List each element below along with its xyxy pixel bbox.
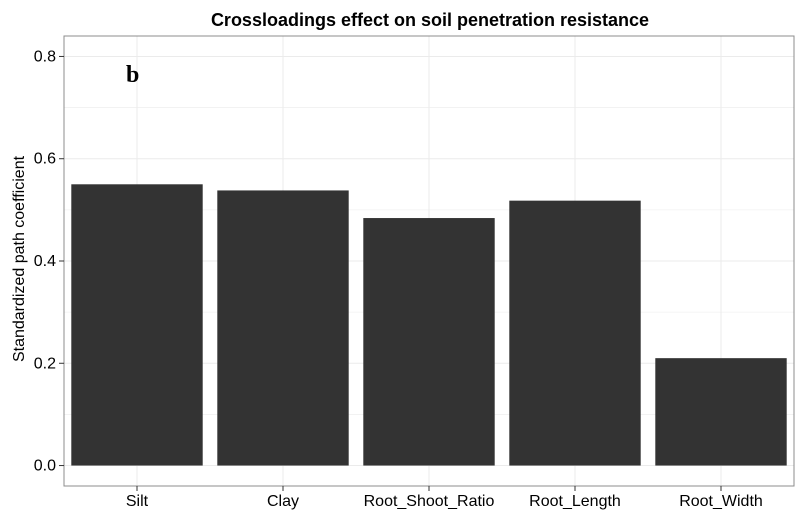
bar-root-shoot-ratio bbox=[363, 218, 495, 466]
y-axis-ticks: 0.0 0.2 0.4 0.6 0.8 bbox=[34, 48, 64, 475]
panel-label: b bbox=[126, 62, 139, 88]
x-tick-label: Root_Shoot_Ratio bbox=[364, 493, 495, 510]
y-tick-label: 0.2 bbox=[34, 355, 56, 372]
bar-root-width bbox=[655, 358, 787, 466]
y-axis-title: Standardized path coefficient bbox=[11, 155, 28, 362]
y-tick-label: 0.0 bbox=[34, 458, 56, 475]
y-tick-label: 0.8 bbox=[34, 48, 56, 65]
x-tick-label: Clay bbox=[267, 493, 299, 510]
y-tick-label: 0.4 bbox=[34, 253, 56, 270]
bar-clay bbox=[217, 190, 349, 466]
bar-root-length bbox=[509, 200, 641, 466]
bars bbox=[71, 184, 787, 466]
bar-silt bbox=[71, 184, 203, 466]
x-axis-ticks: Silt Clay Root_Shoot_Ratio Root_Length Root_… bbox=[126, 486, 763, 510]
x-tick-label: Silt bbox=[126, 493, 149, 510]
x-tick-label: Root_Width bbox=[679, 493, 763, 510]
y-tick-label: 0.6 bbox=[34, 151, 56, 168]
chart-title: Crossloadings effect on soil penetration… bbox=[211, 10, 649, 30]
x-tick-label: Root_Length bbox=[529, 493, 621, 510]
